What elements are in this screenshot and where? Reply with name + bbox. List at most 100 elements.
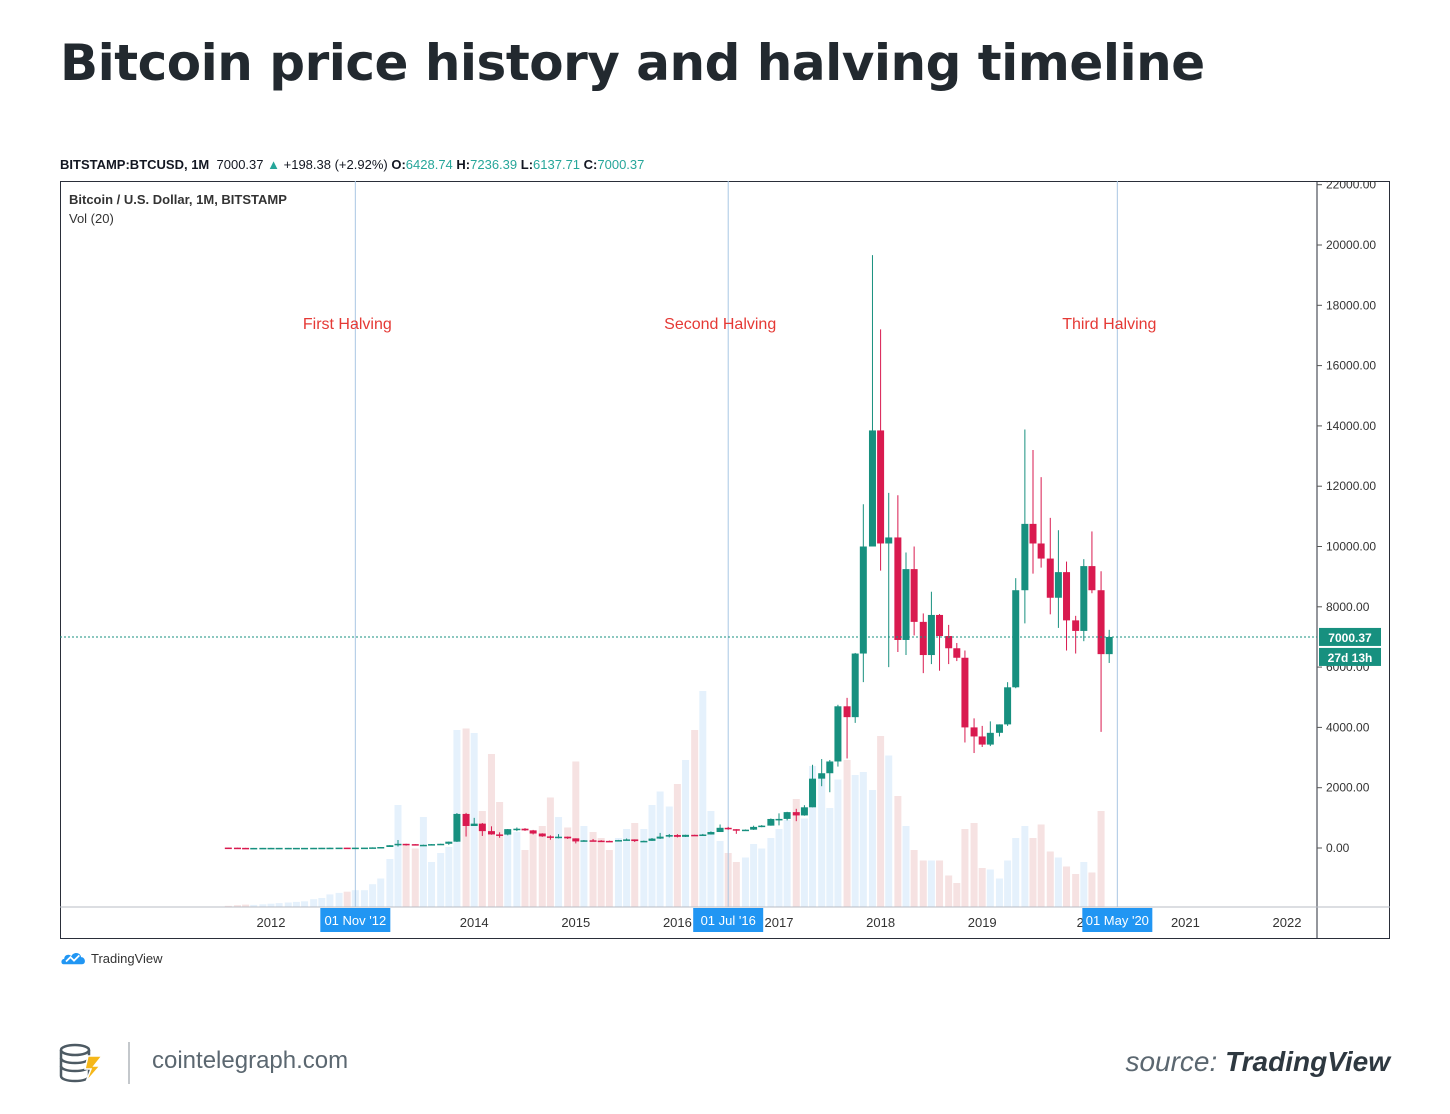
- volume-bar: [546, 797, 554, 907]
- volume-bar: [834, 779, 842, 907]
- candle-body: [538, 833, 546, 837]
- volume-bar: [580, 826, 588, 907]
- price-chart[interactable]: First Halving Second Halving Third Halving…: [60, 181, 1390, 939]
- candle-body: [648, 838, 656, 841]
- halving-date-label: 01 May '20: [1086, 913, 1149, 928]
- candle-body: [614, 840, 622, 842]
- volume-bar: [1072, 874, 1080, 907]
- volume-bar: [1029, 838, 1037, 907]
- halving-lines: First Halving Second Halving Third Halving: [303, 181, 1156, 907]
- close-label: C:: [583, 157, 598, 172]
- volume-bar: [284, 902, 292, 907]
- candle-body: [783, 812, 791, 819]
- volume-bar: [818, 776, 826, 907]
- volume-bar: [1054, 857, 1062, 907]
- halving-date-label: 01 Nov '12: [324, 913, 386, 928]
- last-price-tag: [1319, 627, 1381, 646]
- volume-bar: [843, 760, 851, 907]
- volume-bar: [1037, 824, 1045, 907]
- candle-body: [1004, 687, 1012, 725]
- candle-body: [419, 844, 427, 847]
- candle-body: [682, 834, 690, 837]
- price-tick-label: 10000.00: [1326, 540, 1376, 554]
- time-tick-label: 2018: [866, 915, 895, 930]
- volume-bar: [783, 820, 791, 907]
- candle-body: [343, 847, 351, 850]
- volume-bar: [504, 829, 512, 907]
- volume-bar: [961, 829, 969, 907]
- time-tick-label: 2017: [765, 915, 794, 930]
- volume-bar: [682, 760, 690, 907]
- candle-body: [1012, 590, 1020, 688]
- volume-bar: [250, 904, 258, 907]
- candle-body: [360, 847, 368, 850]
- volume-bar: [564, 827, 572, 907]
- volume-bar: [310, 899, 318, 907]
- volume-bar: [1021, 826, 1029, 907]
- candle-body: [1080, 566, 1088, 631]
- volume-bar: [555, 817, 563, 907]
- candle-body: [953, 648, 961, 658]
- volume-bar: [707, 811, 715, 907]
- candle-body: [995, 724, 1003, 733]
- candle-body: [936, 614, 944, 637]
- candle-body: [369, 847, 377, 849]
- chart-legend-symbol[interactable]: Bitcoin / U.S. Dollar, 1M, BITSTAMP: [69, 192, 287, 207]
- candle-body: [513, 828, 521, 831]
- halving-date-label: 01 Jul '16: [701, 913, 756, 928]
- price-axis[interactable]: 22000.00 20000.00 18000.00 16000.00 14000.00…: [1317, 181, 1376, 855]
- candle-body: [707, 832, 715, 835]
- volume-bar: [301, 901, 309, 907]
- volume-bars: [224, 691, 1105, 907]
- volume-bar: [377, 878, 385, 907]
- close-value: 7000.37: [597, 157, 645, 172]
- volume-bar: [885, 755, 893, 907]
- volume-bar: [953, 883, 961, 907]
- time-tick-label: 2014: [460, 915, 489, 930]
- candle-body: [818, 773, 826, 779]
- candle-body: [1072, 620, 1080, 631]
- footer-divider: [128, 1042, 130, 1084]
- tradingview-logo[interactable]: TradingView: [60, 950, 163, 966]
- price-change: +198.38 (+2.92%): [283, 157, 388, 172]
- high-label: H:: [456, 157, 471, 172]
- volume-bar: [800, 818, 808, 907]
- volume-bar: [910, 850, 918, 907]
- volume-bar: [589, 832, 597, 907]
- candle-body: [564, 836, 572, 839]
- candle-body: [377, 847, 385, 849]
- volume-bar: [275, 903, 283, 907]
- price-tick-label: 4000.00: [1326, 720, 1370, 734]
- candle-body: [529, 830, 537, 834]
- volume-bar: [496, 802, 504, 907]
- open-value: 6428.74: [405, 157, 453, 172]
- volume-bar: [859, 772, 867, 907]
- candle-body: [605, 840, 613, 843]
- chart-legend-volume[interactable]: Vol (20): [69, 211, 114, 226]
- low-value: 6137.71: [533, 157, 581, 172]
- tradingview-label: TradingView: [91, 950, 163, 966]
- candle-body: [656, 836, 664, 839]
- countdown-tag: [1319, 647, 1381, 666]
- candle-body: [470, 823, 478, 826]
- candle-body: [631, 839, 639, 842]
- volume-bar: [732, 862, 740, 907]
- candle-body: [961, 657, 969, 728]
- volume-bar: [402, 844, 410, 907]
- volume-bar: [428, 862, 436, 907]
- candle-body: [318, 847, 326, 850]
- volume-bar: [767, 838, 775, 907]
- candle-body: [580, 840, 588, 842]
- time-tick-label: 2015: [561, 915, 590, 930]
- candle-body: [496, 834, 504, 836]
- candle-body: [800, 807, 808, 816]
- candle-body: [267, 847, 275, 850]
- candle-body: [758, 825, 766, 828]
- candle-body: [732, 829, 740, 831]
- candle-body: [623, 839, 631, 841]
- candle-body: [589, 840, 597, 842]
- price-tick-label: 22000.00: [1326, 181, 1376, 192]
- cointelegraph-site-link[interactable]: cointelegraph.com: [152, 1047, 349, 1074]
- volume-bar: [597, 838, 605, 907]
- source-prefix: source:: [1125, 1046, 1218, 1077]
